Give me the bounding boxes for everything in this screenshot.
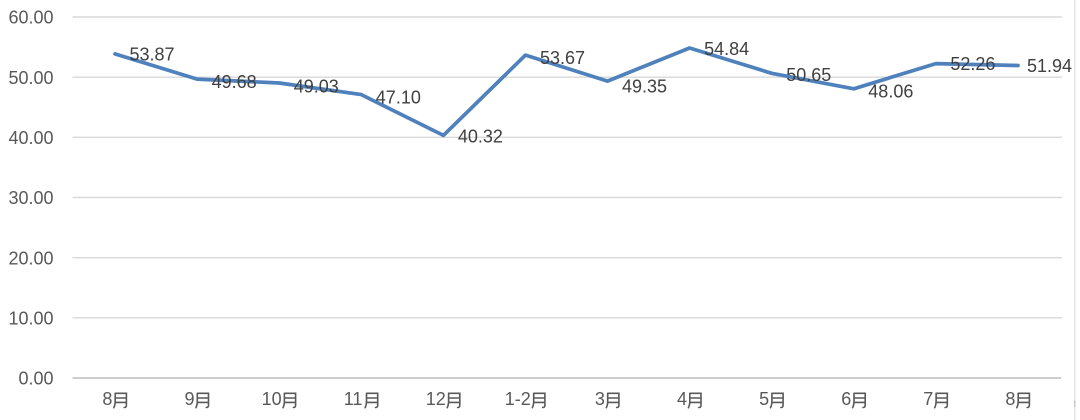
svg-text:8: 8: [102, 389, 112, 409]
svg-text:50.65: 50.65: [786, 65, 831, 85]
svg-text:11: 11: [344, 389, 363, 409]
svg-text:49.68: 49.68: [212, 72, 257, 92]
svg-text:60.00: 60.00: [8, 8, 53, 28]
svg-text:10: 10: [262, 389, 282, 409]
svg-text:12: 12: [426, 389, 446, 409]
svg-text:8: 8: [1005, 389, 1015, 409]
svg-text:54.84: 54.84: [704, 39, 749, 59]
svg-text:5: 5: [759, 389, 769, 409]
svg-text:49.35: 49.35: [622, 76, 667, 96]
svg-text:40.32: 40.32: [458, 126, 503, 146]
svg-text:40.00: 40.00: [8, 128, 53, 148]
svg-text:48.06: 48.06: [868, 81, 913, 101]
svg-text:10.00: 10.00: [8, 308, 53, 328]
svg-text:52.26: 52.26: [950, 54, 995, 74]
svg-text:49.03: 49.03: [294, 76, 339, 96]
svg-text:4: 4: [677, 389, 687, 409]
svg-text:3: 3: [595, 389, 605, 409]
svg-text:51.94: 51.94: [1027, 56, 1072, 76]
svg-text:20.00: 20.00: [8, 248, 53, 268]
svg-text:53.67: 53.67: [540, 48, 585, 68]
svg-text:6: 6: [841, 389, 851, 409]
svg-text:7: 7: [923, 389, 933, 409]
svg-text:0.00: 0.00: [18, 369, 53, 389]
svg-text:9: 9: [185, 389, 195, 409]
svg-text:50.00: 50.00: [8, 68, 53, 88]
svg-text:53.87: 53.87: [130, 45, 175, 65]
svg-text:30.00: 30.00: [8, 188, 53, 208]
svg-text:47.10: 47.10: [376, 87, 421, 107]
svg-text:1-2: 1-2: [505, 389, 531, 409]
